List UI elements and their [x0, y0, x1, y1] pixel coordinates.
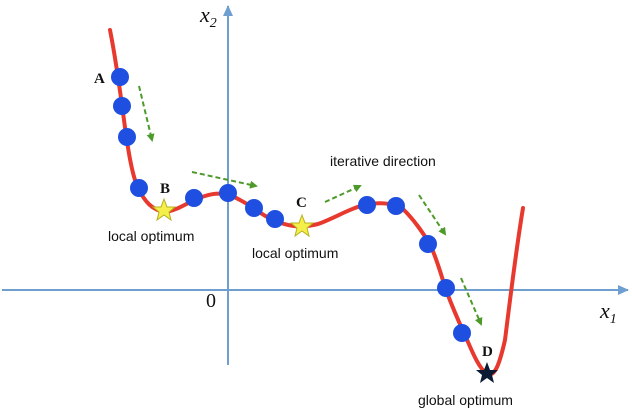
y-axis-label: x2: [199, 2, 217, 31]
direction-arrow: [324, 184, 362, 203]
iterate-dot: [387, 197, 405, 215]
objective-curve: [108, 28, 525, 377]
direction-arrow: [191, 171, 258, 189]
point-label-a: A: [94, 71, 105, 87]
local-optimum-star-c: [289, 213, 315, 238]
iterate-dot: [219, 184, 237, 202]
direction-arrow: [460, 277, 483, 326]
point-label-d: D: [482, 344, 493, 360]
annotation-local-optimum-b: local optimum: [108, 228, 194, 244]
iterate-dot: [130, 179, 148, 197]
iterate-dot: [358, 196, 376, 214]
iterate-dot: [437, 279, 455, 297]
iterate-dot: [453, 324, 471, 342]
iterate-dot: [419, 235, 437, 253]
local-optimum-star-b: [151, 197, 177, 222]
x-axis-label: x1: [599, 298, 617, 327]
direction-arrow: [138, 85, 155, 142]
iterate-dot: [118, 128, 136, 146]
iterate-dot: [266, 210, 284, 228]
annotation-local-optimum-c: local optimum: [252, 245, 338, 261]
annotation-global-optimum: global optimum: [418, 392, 513, 408]
iterate-dot: [113, 97, 131, 115]
global-optimum-star-d: [476, 362, 498, 383]
iterate-dot: [111, 68, 129, 86]
point-label-c: C: [296, 195, 307, 211]
annotation-iterative-direction: iterative direction: [330, 153, 436, 169]
point-label-b: B: [160, 181, 170, 197]
iterate-dot: [185, 189, 203, 207]
direction-arrow: [418, 194, 447, 236]
origin-label: 0: [206, 290, 216, 312]
iterate-dot: [245, 199, 263, 217]
